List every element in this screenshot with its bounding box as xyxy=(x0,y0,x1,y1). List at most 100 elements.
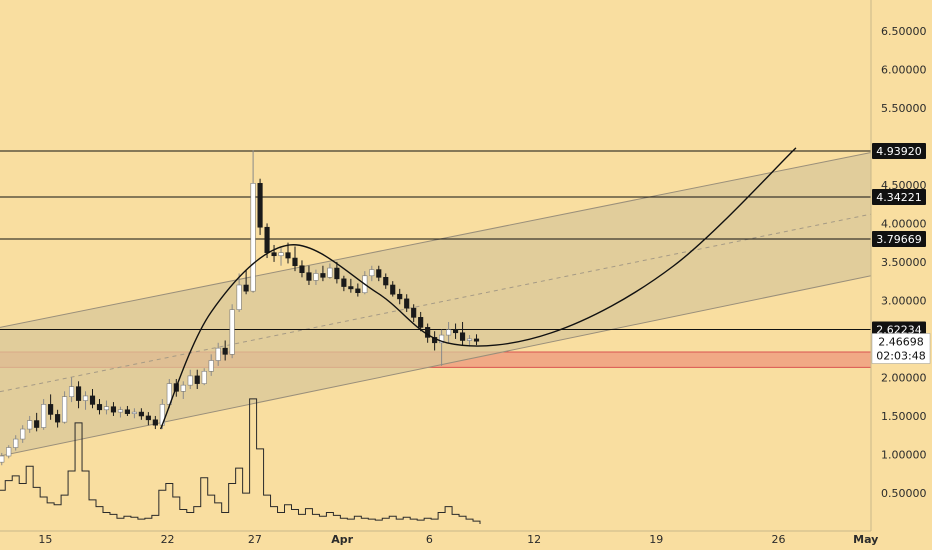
candle[interactable] xyxy=(418,311,424,332)
candle[interactable] xyxy=(110,402,117,416)
last-price-tag[interactable] xyxy=(871,333,931,364)
time-axis-bg[interactable] xyxy=(0,531,932,550)
price-level-tag-text: 4.34221 xyxy=(876,191,922,204)
candle[interactable] xyxy=(0,452,5,466)
candle[interactable] xyxy=(194,369,200,389)
candle[interactable] xyxy=(383,273,389,289)
candle[interactable] xyxy=(229,304,235,359)
volume-histogram xyxy=(0,398,481,524)
candle[interactable] xyxy=(466,335,473,347)
candle[interactable] xyxy=(271,244,277,262)
candles-layer[interactable] xyxy=(0,150,480,466)
candle[interactable] xyxy=(55,409,61,428)
candle[interactable] xyxy=(473,334,480,346)
candle-body xyxy=(6,447,12,457)
price-level-tag[interactable] xyxy=(872,231,926,248)
candle-body xyxy=(187,375,193,386)
candle[interactable] xyxy=(439,329,445,366)
candle[interactable] xyxy=(6,445,12,459)
candle[interactable] xyxy=(20,425,26,443)
candle-body xyxy=(306,272,312,281)
candle[interactable] xyxy=(327,263,333,279)
candle[interactable] xyxy=(131,408,137,419)
candle[interactable] xyxy=(117,406,124,418)
candle[interactable] xyxy=(369,265,375,282)
candle-body xyxy=(229,309,235,355)
candle[interactable] xyxy=(341,275,347,292)
candle[interactable] xyxy=(138,408,144,420)
candle[interactable] xyxy=(257,178,263,235)
candle[interactable] xyxy=(236,273,242,312)
candle[interactable] xyxy=(348,278,354,293)
price-tick-label: 1.50000 xyxy=(881,410,927,423)
price-tick-label: 4.50000 xyxy=(881,179,927,192)
candle[interactable] xyxy=(68,377,75,403)
candle[interactable] xyxy=(313,269,319,286)
candle[interactable] xyxy=(355,283,361,297)
candle[interactable] xyxy=(103,400,110,415)
price-level-tag[interactable] xyxy=(872,189,926,206)
candle[interactable] xyxy=(187,369,193,389)
volume-layer xyxy=(0,398,481,524)
candle[interactable] xyxy=(222,340,228,361)
candle-body xyxy=(313,273,319,281)
candle[interactable] xyxy=(180,381,186,400)
candle[interactable] xyxy=(390,281,396,297)
candle-body xyxy=(278,252,284,257)
candle[interactable] xyxy=(376,265,382,282)
candle[interactable] xyxy=(320,265,326,282)
price-axis-bg[interactable] xyxy=(871,0,932,550)
candle[interactable] xyxy=(124,405,130,416)
candle[interactable] xyxy=(208,354,214,376)
candle[interactable] xyxy=(292,246,298,272)
candle[interactable] xyxy=(201,368,207,386)
time-axis[interactable]: 15 22 27 Apr 6 12 19 26 May xyxy=(0,530,932,550)
candle-body xyxy=(459,332,466,341)
candle-body xyxy=(124,409,130,414)
candle[interactable] xyxy=(411,304,417,322)
candle[interactable] xyxy=(397,288,403,305)
candle[interactable] xyxy=(243,269,249,295)
candle-body xyxy=(285,252,291,259)
candle[interactable] xyxy=(278,248,284,266)
price-tick-label: 3.50000 xyxy=(881,256,927,269)
candle[interactable] xyxy=(13,435,19,451)
candle[interactable] xyxy=(306,265,312,286)
candle[interactable] xyxy=(27,415,33,433)
candle[interactable] xyxy=(41,399,47,430)
candle[interactable] xyxy=(446,321,452,343)
candle[interactable] xyxy=(152,415,158,430)
price-axis[interactable]: 0.50000 1.00000 1.50000 2.00000 3.00000 3.500… xyxy=(870,0,932,550)
candle-body xyxy=(103,406,110,411)
drawing-layer[interactable] xyxy=(159,147,797,430)
candle[interactable] xyxy=(166,378,172,409)
candle-body xyxy=(180,384,186,392)
price-tick-label: 3.00000 xyxy=(881,294,927,307)
cup-curve-drawing[interactable] xyxy=(159,147,797,430)
price-level-tag[interactable] xyxy=(872,143,926,160)
price-level-tag-text: 3.79669 xyxy=(876,233,922,246)
candle[interactable] xyxy=(34,412,40,432)
candle-body xyxy=(397,293,403,300)
candle[interactable] xyxy=(459,321,466,346)
candle-body xyxy=(75,386,82,401)
candle[interactable] xyxy=(215,342,221,366)
candle[interactable] xyxy=(453,323,459,339)
candle[interactable] xyxy=(75,381,82,409)
candle[interactable] xyxy=(48,394,54,420)
candle[interactable] xyxy=(89,388,96,409)
candle[interactable] xyxy=(96,399,103,415)
candle[interactable] xyxy=(145,412,151,426)
candle[interactable] xyxy=(299,260,305,278)
candle[interactable] xyxy=(82,391,89,410)
candle[interactable] xyxy=(334,261,340,284)
candle-body xyxy=(96,404,103,411)
candle[interactable] xyxy=(404,294,410,312)
candle[interactable] xyxy=(62,391,68,424)
candle-body xyxy=(222,347,228,355)
candle[interactable] xyxy=(250,150,256,293)
candle-body xyxy=(152,419,158,426)
candle[interactable] xyxy=(285,242,291,264)
